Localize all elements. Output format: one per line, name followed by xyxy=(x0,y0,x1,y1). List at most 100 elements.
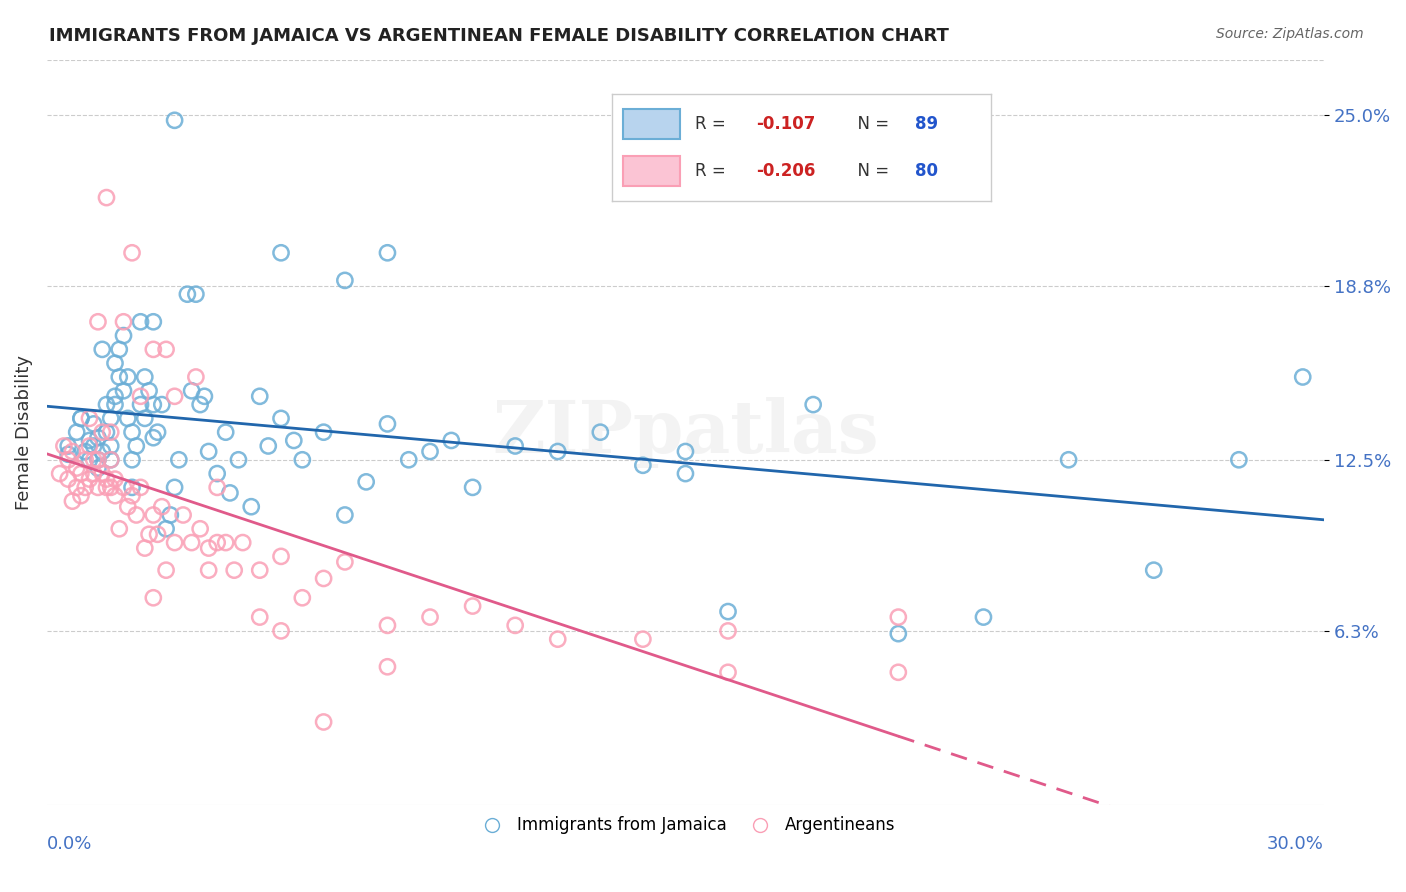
Text: ZIPpatlas: ZIPpatlas xyxy=(492,397,879,467)
Point xyxy=(887,626,910,640)
Point xyxy=(100,452,122,467)
Point xyxy=(155,522,177,536)
Point xyxy=(91,425,114,440)
Point xyxy=(377,417,399,431)
Point xyxy=(461,480,484,494)
Point xyxy=(142,343,165,357)
Point xyxy=(232,535,254,549)
Point xyxy=(1292,370,1315,384)
Point xyxy=(87,480,110,494)
Point xyxy=(83,467,105,481)
Point xyxy=(887,665,910,680)
Point xyxy=(163,480,186,494)
Point xyxy=(121,425,143,440)
Point xyxy=(270,624,292,638)
Point xyxy=(180,384,202,398)
Point xyxy=(100,411,122,425)
Point xyxy=(129,480,152,494)
Point xyxy=(87,461,110,475)
Point xyxy=(112,384,135,398)
Point xyxy=(79,439,101,453)
Point xyxy=(197,563,219,577)
Point xyxy=(62,494,84,508)
Point xyxy=(184,287,207,301)
Point xyxy=(547,444,569,458)
Point xyxy=(100,439,122,453)
Text: Source: ZipAtlas.com: Source: ZipAtlas.com xyxy=(1216,27,1364,41)
Point xyxy=(66,461,89,475)
Point xyxy=(333,273,356,287)
Point xyxy=(75,452,97,467)
Point xyxy=(176,287,198,301)
Text: 0.0%: 0.0% xyxy=(46,835,93,853)
Point xyxy=(104,398,127,412)
Point xyxy=(112,328,135,343)
Text: -0.107: -0.107 xyxy=(756,115,815,133)
Point xyxy=(108,343,131,357)
Point xyxy=(150,500,173,514)
Point xyxy=(589,425,612,440)
Point xyxy=(159,508,181,522)
Point xyxy=(675,467,697,481)
Point xyxy=(48,467,70,481)
Point xyxy=(104,356,127,370)
Point xyxy=(249,389,271,403)
Point xyxy=(83,439,105,453)
Point xyxy=(193,389,215,403)
Point xyxy=(631,458,654,473)
Point xyxy=(224,563,246,577)
Point xyxy=(129,315,152,329)
Point xyxy=(70,467,93,481)
Point xyxy=(249,610,271,624)
Point xyxy=(283,434,305,448)
Point xyxy=(87,452,110,467)
Point xyxy=(146,527,169,541)
Point xyxy=(163,389,186,403)
Point xyxy=(75,444,97,458)
Point xyxy=(270,411,292,425)
Point xyxy=(138,527,160,541)
Text: 30.0%: 30.0% xyxy=(1267,835,1324,853)
Point xyxy=(291,452,314,467)
Point xyxy=(205,535,228,549)
Point xyxy=(675,444,697,458)
Point xyxy=(972,610,994,624)
Point xyxy=(66,425,89,440)
Point xyxy=(312,425,335,440)
Point xyxy=(188,398,211,412)
Point xyxy=(547,632,569,647)
Point xyxy=(70,489,93,503)
Point xyxy=(142,431,165,445)
Point xyxy=(62,444,84,458)
Point xyxy=(79,452,101,467)
Point xyxy=(503,439,526,453)
Point xyxy=(215,535,238,549)
Point xyxy=(52,439,75,453)
Point xyxy=(377,245,399,260)
Point xyxy=(219,486,242,500)
Point xyxy=(96,480,118,494)
Point xyxy=(108,522,131,536)
Point xyxy=(121,245,143,260)
Point xyxy=(56,452,79,467)
Point xyxy=(398,452,420,467)
Point xyxy=(228,452,250,467)
Text: R =: R = xyxy=(695,161,731,179)
Point xyxy=(56,447,79,461)
Point xyxy=(1143,563,1166,577)
Legend: Immigrants from Jamaica, Argentineans: Immigrants from Jamaica, Argentineans xyxy=(468,810,903,841)
Point xyxy=(134,541,156,555)
Point xyxy=(312,714,335,729)
Point xyxy=(205,480,228,494)
Point xyxy=(134,370,156,384)
Point xyxy=(104,389,127,403)
Text: IMMIGRANTS FROM JAMAICA VS ARGENTINEAN FEMALE DISABILITY CORRELATION CHART: IMMIGRANTS FROM JAMAICA VS ARGENTINEAN F… xyxy=(49,27,949,45)
Point xyxy=(117,370,139,384)
Text: 80: 80 xyxy=(915,161,938,179)
Point xyxy=(104,472,127,486)
Point xyxy=(150,398,173,412)
Point xyxy=(717,624,740,638)
Point xyxy=(440,434,463,448)
Point xyxy=(167,452,190,467)
Point xyxy=(180,535,202,549)
